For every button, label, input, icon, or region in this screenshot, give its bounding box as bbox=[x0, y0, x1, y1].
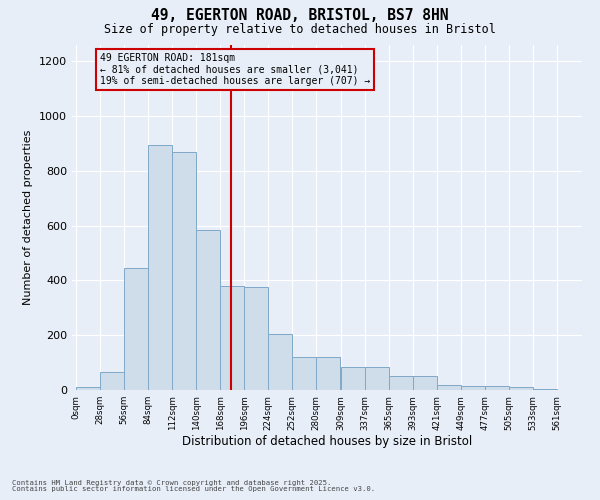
Bar bbox=[509, 388, 533, 390]
Bar bbox=[292, 357, 316, 390]
Bar bbox=[533, 388, 557, 390]
Bar bbox=[389, 376, 413, 390]
Text: 49, EGERTON ROAD, BRISTOL, BS7 8HN: 49, EGERTON ROAD, BRISTOL, BS7 8HN bbox=[151, 8, 449, 22]
Bar bbox=[172, 152, 196, 390]
Bar bbox=[244, 288, 268, 390]
Bar bbox=[485, 386, 509, 390]
Bar bbox=[196, 230, 220, 390]
Text: Size of property relative to detached houses in Bristol: Size of property relative to detached ho… bbox=[104, 22, 496, 36]
Y-axis label: Number of detached properties: Number of detached properties bbox=[23, 130, 34, 305]
X-axis label: Distribution of detached houses by size in Bristol: Distribution of detached houses by size … bbox=[182, 436, 472, 448]
Bar bbox=[437, 384, 461, 390]
Text: 49 EGERTON ROAD: 181sqm
← 81% of detached houses are smaller (3,041)
19% of semi: 49 EGERTON ROAD: 181sqm ← 81% of detache… bbox=[100, 53, 371, 86]
Bar bbox=[220, 286, 244, 390]
Bar bbox=[124, 268, 148, 390]
Bar bbox=[76, 388, 100, 390]
Bar bbox=[316, 357, 340, 390]
Bar bbox=[268, 334, 292, 390]
Text: Contains HM Land Registry data © Crown copyright and database right 2025.
Contai: Contains HM Land Registry data © Crown c… bbox=[12, 480, 375, 492]
Bar bbox=[148, 145, 172, 390]
Bar bbox=[365, 366, 389, 390]
Bar bbox=[413, 376, 437, 390]
Bar bbox=[461, 386, 485, 390]
Bar bbox=[341, 366, 365, 390]
Bar bbox=[100, 372, 124, 390]
